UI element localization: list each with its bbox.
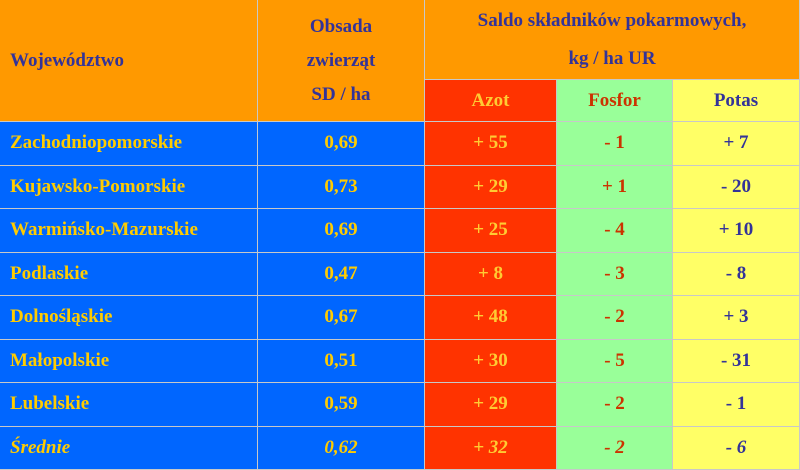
cell-text: 0,67 [324, 306, 358, 328]
cell-text: Podlaskie [10, 262, 89, 284]
cell-text: - 2 [604, 393, 625, 415]
cell-text: - 1 [725, 393, 747, 415]
cell-text: Małopolskie [10, 349, 110, 371]
header-cell: Obsada zwierząt SD / ha [258, 0, 425, 122]
table-cell: + 29 [425, 165, 557, 209]
table-cell: - 3 [557, 252, 673, 296]
cell-text: Średnie [10, 436, 71, 458]
table-cell: Małopolskie [0, 339, 258, 383]
table-cell: - 4 [557, 209, 673, 253]
table-cell: 0,62 [258, 426, 425, 470]
cell-text: + 30 [473, 349, 508, 371]
table-cell: + 30 [425, 339, 557, 383]
cell-text: + 1 [601, 175, 628, 197]
cell-text: - 2 [604, 306, 625, 328]
cell-text: Zachodniopomorskie [10, 132, 183, 154]
table-cell: 0,69 [258, 209, 425, 253]
table-cell: Lubelskie [0, 383, 258, 427]
table-cell: + 8 [425, 252, 557, 296]
cell-text: - 6 [725, 436, 747, 458]
cell-text: - 8 [725, 262, 747, 284]
header-balance-line: kg / ha UR [568, 47, 656, 69]
cell-text: - 31 [720, 349, 752, 371]
header-balance-line: Saldo składników pokarmowych, [477, 9, 747, 31]
table-cell: 0,59 [258, 383, 425, 427]
cell-text: + 48 [473, 306, 508, 328]
table-cell: + 48 [425, 296, 557, 340]
table-cell: 0,51 [258, 339, 425, 383]
table-cell: - 1 [557, 122, 673, 166]
table-cell: - 2 [557, 383, 673, 427]
cell-text: 0,73 [324, 175, 358, 197]
table-cell: - 31 [673, 339, 800, 383]
header-nutrient: Potas [713, 89, 759, 111]
cell-text: 0,47 [324, 262, 358, 284]
cell-text: Dolnośląskie [10, 306, 113, 328]
table-cell: - 2 [557, 426, 673, 470]
header-cell: Saldo składników pokarmowych, kg / ha UR [425, 0, 800, 80]
table-cell: - 5 [557, 339, 673, 383]
table-cell: + 55 [425, 122, 557, 166]
header-nutrient: Fosfor [588, 89, 641, 111]
cell-text: - 4 [604, 219, 625, 241]
table-cell: + 29 [425, 383, 557, 427]
table-cell: - 20 [673, 165, 800, 209]
table-cell: - 8 [673, 252, 800, 296]
cell-text: 0,51 [324, 349, 358, 371]
header-density-line: zwierząt [306, 49, 376, 71]
cell-text: + 7 [723, 132, 749, 154]
cell-text: - 1 [604, 132, 625, 154]
table-cell: Dolnośląskie [0, 296, 258, 340]
header-density-line: SD / ha [311, 83, 371, 105]
cell-text: + 10 [718, 219, 754, 241]
cell-text: 0,59 [324, 393, 358, 415]
table-cell: - 2 [557, 296, 673, 340]
cell-text: - 3 [604, 262, 625, 284]
table-cell: + 1 [557, 165, 673, 209]
cell-text: Warmińsko-Mazurskie [10, 219, 198, 241]
cell-text: + 29 [473, 393, 508, 415]
cell-text: - 2 [604, 436, 625, 458]
table-cell: Średnie [0, 426, 258, 470]
cell-text: 0,69 [324, 219, 358, 241]
header-density-line: Obsada [309, 15, 373, 37]
cell-text: - 5 [604, 349, 625, 371]
table-cell: + 7 [673, 122, 800, 166]
cell-text: + 32 [473, 436, 508, 458]
cell-text: + 25 [473, 219, 508, 241]
cell-text: + 3 [723, 306, 749, 328]
cell-text: Kujawsko-Pomorskie [10, 175, 186, 197]
table-cell: + 25 [425, 209, 557, 253]
header-region: Województwo [10, 49, 124, 71]
table-cell: + 10 [673, 209, 800, 253]
cell-text: 0,62 [324, 436, 358, 458]
table-cell: + 32 [425, 426, 557, 470]
table-cell: Warmińsko-Mazurskie [0, 209, 258, 253]
header-nutrient: Azot [471, 89, 510, 111]
table-cell: Zachodniopomorskie [0, 122, 258, 166]
header-cell: Województwo [0, 0, 258, 122]
header-cell: Azot [425, 80, 557, 122]
cell-text: - 20 [720, 175, 752, 197]
table-cell: + 3 [673, 296, 800, 340]
cell-text: + 55 [473, 132, 508, 154]
table-cell: 0,69 [258, 122, 425, 166]
header-cell: Potas [673, 80, 800, 122]
table-cell: 0,47 [258, 252, 425, 296]
table-cell: Podlaskie [0, 252, 258, 296]
cell-text: + 29 [473, 175, 508, 197]
cell-text: Lubelskie [10, 393, 90, 415]
cell-text: 0,69 [324, 132, 358, 154]
table-cell: 0,73 [258, 165, 425, 209]
table-cell: 0,67 [258, 296, 425, 340]
table-cell: - 6 [673, 426, 800, 470]
header-cell: Fosfor [557, 80, 673, 122]
cell-text: + 8 [477, 262, 504, 284]
table-cell: Kujawsko-Pomorskie [0, 165, 258, 209]
table-cell: - 1 [673, 383, 800, 427]
